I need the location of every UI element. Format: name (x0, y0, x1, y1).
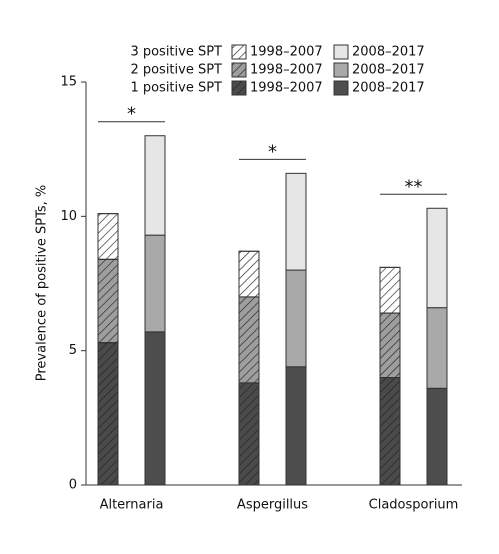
bar-hatch (238, 250, 260, 298)
bar-hatch (238, 296, 260, 384)
bar-segment (285, 269, 307, 368)
legend-label: 2008–2017 (352, 81, 425, 96)
bar-segment (144, 234, 166, 333)
x-tick-label: Alternaria (100, 498, 164, 513)
bar-segment (144, 331, 166, 486)
legend-swatch (333, 44, 349, 60)
bar-segment (426, 307, 448, 389)
bar-hatch (97, 342, 119, 486)
significance-marker: ** (405, 176, 423, 197)
bar-segment (144, 135, 166, 236)
bar-segment (285, 172, 307, 271)
significance-marker: * (268, 141, 277, 162)
legend-swatch (333, 62, 349, 78)
y-tick-label: 5 (69, 343, 77, 358)
bar-hatch (97, 258, 119, 344)
bar-segment (285, 366, 307, 486)
legend-row-label: 2 positive SPT (130, 63, 222, 78)
significance-marker: * (127, 104, 136, 125)
y-tick-label: 10 (60, 209, 77, 224)
bar-hatch (379, 312, 401, 379)
bar-segment (426, 387, 448, 486)
legend-hatch (231, 62, 247, 78)
y-axis-label: Prevalence of positive SPTs, % (35, 185, 50, 382)
legend-label: 1998–2007 (250, 63, 323, 78)
legend-row-label: 3 positive SPT (130, 45, 222, 60)
x-tick-label: Cladosporium (369, 498, 459, 513)
bar-hatch (379, 266, 401, 314)
legend-hatch (231, 80, 247, 96)
legend-label: 2008–2017 (352, 63, 425, 78)
legend-label: 1998–2007 (250, 81, 323, 96)
y-tick-label: 15 (60, 75, 77, 90)
legend-label: 2008–2017 (352, 45, 425, 60)
bar-segment (426, 207, 448, 309)
y-tick-label: 0 (69, 478, 77, 493)
legend-swatch (333, 80, 349, 96)
bar-hatch (238, 382, 260, 486)
bar-hatch (379, 377, 401, 486)
bar-hatch (97, 213, 119, 260)
legend-row-label: 1 positive SPT (130, 81, 222, 96)
legend-hatch (231, 44, 247, 60)
legend-label: 1998–2007 (250, 45, 323, 60)
x-tick-label: Aspergillus (237, 498, 308, 513)
